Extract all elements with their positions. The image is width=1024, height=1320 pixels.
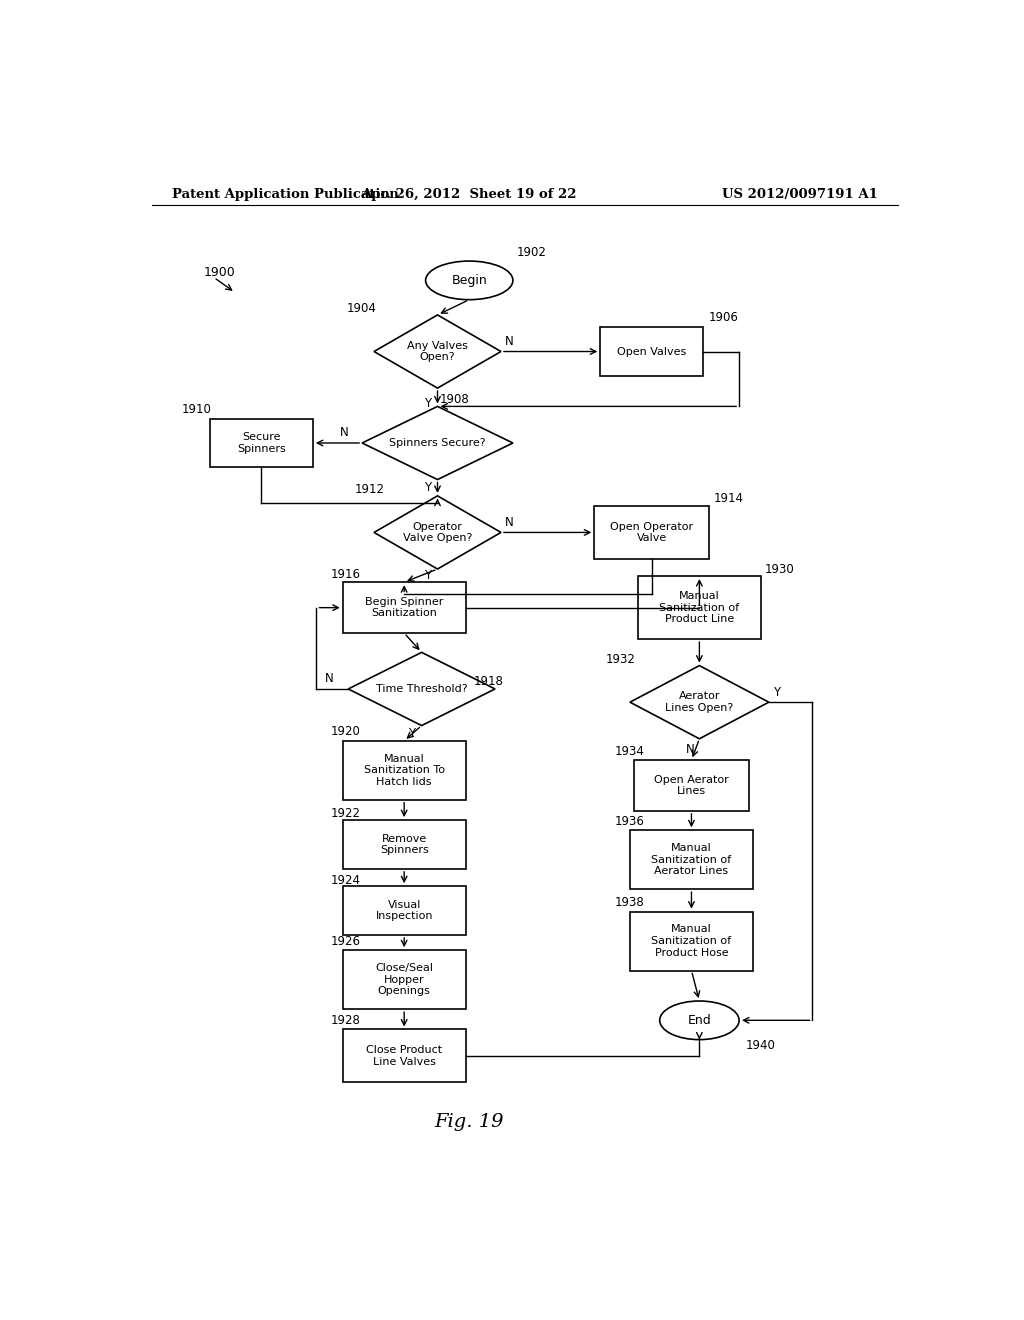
Text: 1902: 1902 [517, 247, 547, 260]
Text: Apr. 26, 2012  Sheet 19 of 22: Apr. 26, 2012 Sheet 19 of 22 [361, 189, 577, 202]
Text: Manual
Sanitization of
Aerator Lines: Manual Sanitization of Aerator Lines [651, 843, 731, 876]
Text: 1938: 1938 [614, 896, 644, 909]
Text: Y: Y [424, 397, 431, 409]
Text: 1904: 1904 [346, 302, 376, 315]
Text: N: N [505, 516, 514, 529]
Text: Manual
Sanitization of
Product Line: Manual Sanitization of Product Line [659, 591, 739, 624]
Text: Any Valves
Open?: Any Valves Open? [408, 341, 468, 362]
Text: N: N [325, 672, 333, 685]
Text: Y: Y [773, 685, 780, 698]
Text: Operator
Valve Open?: Operator Valve Open? [402, 521, 472, 544]
Text: 1930: 1930 [765, 562, 795, 576]
Text: 1900: 1900 [204, 265, 236, 279]
Text: Open Valves: Open Valves [617, 347, 686, 356]
Text: 1926: 1926 [331, 935, 360, 948]
Text: Close/Seal
Hopper
Openings: Close/Seal Hopper Openings [375, 964, 433, 997]
Text: Open Operator
Valve: Open Operator Valve [610, 521, 693, 544]
Text: Open Aerator
Lines: Open Aerator Lines [654, 775, 729, 796]
Text: N: N [686, 743, 694, 756]
Text: Aerator
Lines Open?: Aerator Lines Open? [666, 692, 733, 713]
Text: 1936: 1936 [614, 814, 644, 828]
Text: 1918: 1918 [473, 676, 503, 688]
Text: Begin Spinner
Sanitization: Begin Spinner Sanitization [365, 597, 443, 619]
Text: N: N [505, 335, 514, 348]
Text: 1916: 1916 [331, 568, 360, 581]
Text: Y: Y [424, 482, 431, 494]
Text: 1932: 1932 [606, 653, 636, 667]
Text: 1912: 1912 [354, 483, 384, 496]
Text: 1914: 1914 [714, 492, 743, 506]
Text: Spinners Secure?: Spinners Secure? [389, 438, 485, 447]
Text: End: End [687, 1014, 712, 1027]
Text: Manual
Sanitization To
Hatch lids: Manual Sanitization To Hatch lids [364, 754, 444, 787]
Text: Y: Y [409, 727, 416, 739]
Text: Visual
Inspection: Visual Inspection [376, 900, 433, 921]
Text: 1924: 1924 [331, 874, 360, 887]
Text: Patent Application Publication: Patent Application Publication [172, 189, 398, 202]
Text: Close Product
Line Valves: Close Product Line Valves [367, 1045, 442, 1067]
Text: Manual
Sanitization of
Product Hose: Manual Sanitization of Product Hose [651, 924, 731, 957]
Text: 1922: 1922 [331, 808, 360, 821]
Text: Fig. 19: Fig. 19 [434, 1113, 504, 1131]
Text: Remove
Spinners: Remove Spinners [380, 834, 429, 855]
Text: 1934: 1934 [614, 746, 644, 759]
Text: Begin: Begin [452, 273, 487, 286]
Text: 1910: 1910 [182, 403, 212, 416]
Text: Y: Y [424, 569, 431, 582]
Text: 1928: 1928 [331, 1014, 360, 1027]
Text: US 2012/0097191 A1: US 2012/0097191 A1 [722, 189, 878, 202]
Text: 1940: 1940 [745, 1039, 775, 1052]
Text: 1908: 1908 [440, 393, 470, 405]
Text: N: N [340, 426, 348, 440]
Text: 1906: 1906 [709, 312, 738, 325]
Text: 1920: 1920 [331, 725, 360, 738]
Text: Secure
Spinners: Secure Spinners [237, 432, 286, 454]
Text: Time Threshold?: Time Threshold? [376, 684, 467, 694]
